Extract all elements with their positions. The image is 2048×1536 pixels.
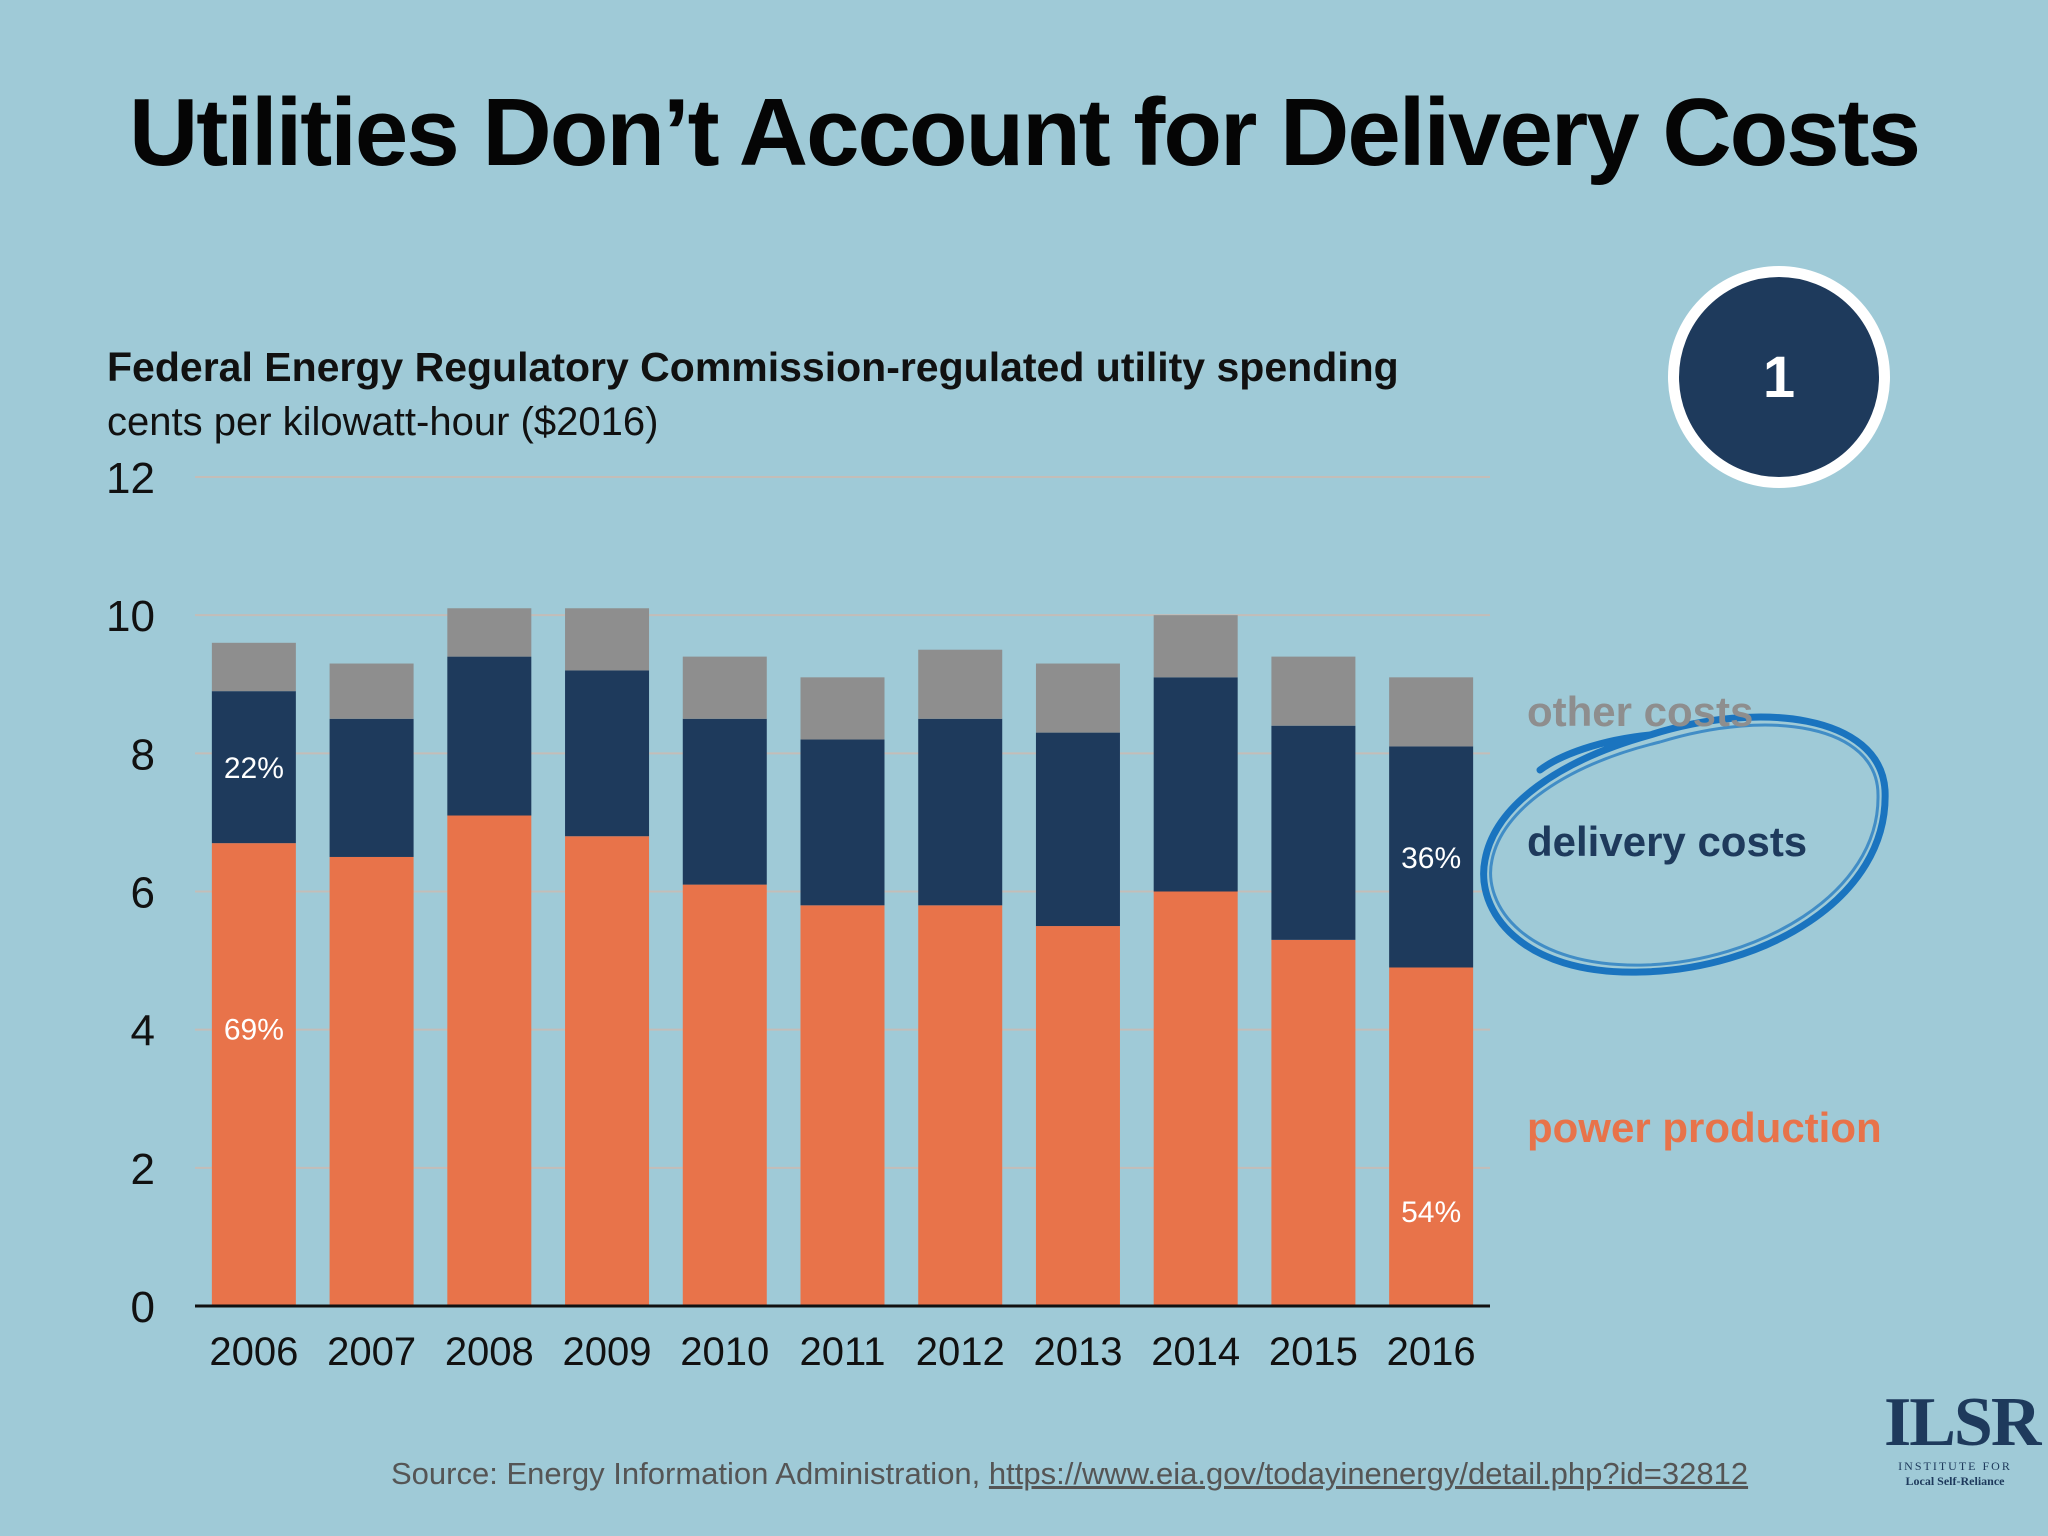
x-tick-label: 2009 bbox=[563, 1330, 652, 1374]
logo-line-2: Local Self-Reliance bbox=[1905, 1474, 2005, 1488]
other-segment bbox=[565, 608, 650, 671]
x-tick-label: 2011 bbox=[799, 1330, 885, 1374]
x-tick-label: 2016 bbox=[1387, 1330, 1476, 1374]
chart-subtitle: Federal Energy Regulatory Commission-reg… bbox=[107, 344, 1399, 390]
percent-label: 22% bbox=[224, 752, 284, 785]
page-title: Utilities Don’t Account for Delivery Cos… bbox=[128, 79, 1921, 186]
other-segment bbox=[1389, 677, 1474, 747]
delivery-segment bbox=[1035, 732, 1120, 927]
y-tick-label: 6 bbox=[131, 869, 155, 918]
power-segment bbox=[1271, 939, 1356, 1306]
power-segment bbox=[329, 856, 414, 1306]
delivery-segment bbox=[918, 718, 1003, 906]
other-segment bbox=[682, 656, 767, 719]
ilsr-logo: ILSR INSTITUTE FOR Local Self-Reliance bbox=[1884, 1384, 2041, 1489]
y-tick-label: 2 bbox=[131, 1145, 155, 1194]
x-tick-label: 2007 bbox=[327, 1330, 416, 1374]
delivery-segment bbox=[565, 670, 650, 837]
power-segment bbox=[1035, 926, 1120, 1306]
power-segment bbox=[447, 815, 532, 1306]
delivery-segment bbox=[447, 656, 532, 816]
y-tick-label: 8 bbox=[131, 730, 155, 779]
slide-number-badge: 1 bbox=[1668, 266, 1890, 488]
other-segment bbox=[1035, 663, 1120, 733]
logo-mark: ILSR bbox=[1884, 1384, 2041, 1461]
x-tick-label: 2014 bbox=[1151, 1330, 1240, 1374]
legend-delivery-costs: delivery costs bbox=[1527, 818, 1808, 865]
delivery-segment bbox=[1271, 725, 1356, 940]
highlight-circle bbox=[1480, 713, 1889, 976]
other-segment bbox=[447, 608, 532, 657]
y-tick-label: 0 bbox=[131, 1283, 155, 1332]
chart-units: cents per kilowatt-hour ($2016) bbox=[107, 400, 659, 444]
power-segment bbox=[211, 843, 296, 1306]
y-tick-label: 10 bbox=[106, 592, 155, 641]
other-segment bbox=[329, 663, 414, 719]
x-tick-label: 2013 bbox=[1033, 1330, 1122, 1374]
source-note: Source: Energy Information Administratio… bbox=[391, 1456, 1748, 1492]
legend-power-production: power production bbox=[1527, 1104, 1882, 1151]
other-segment bbox=[1271, 656, 1356, 726]
legend-other-costs: other costs bbox=[1527, 688, 1754, 735]
percent-label: 36% bbox=[1401, 842, 1461, 875]
x-tick-label: 2008 bbox=[445, 1330, 534, 1374]
power-segment bbox=[682, 884, 767, 1306]
delivery-segment bbox=[211, 691, 296, 844]
x-tick-label: 2006 bbox=[209, 1330, 298, 1374]
power-segment bbox=[918, 905, 1003, 1306]
delivery-segment bbox=[1389, 746, 1474, 968]
x-tick-label: 2012 bbox=[916, 1330, 1005, 1374]
logo-line-1: INSTITUTE FOR bbox=[1898, 1459, 2012, 1473]
x-tick-label: 2010 bbox=[680, 1330, 769, 1374]
delivery-segment bbox=[329, 718, 414, 857]
highlight-circle-stroke bbox=[1489, 723, 1880, 967]
other-segment bbox=[211, 642, 296, 692]
other-segment bbox=[800, 677, 885, 740]
delivery-segment bbox=[1153, 677, 1238, 892]
percent-label: 54% bbox=[1401, 1196, 1461, 1229]
source-prefix: Source: Energy Information Administratio… bbox=[391, 1456, 989, 1491]
power-segment bbox=[1389, 967, 1474, 1306]
y-tick-label: 12 bbox=[106, 454, 155, 503]
x-tick-label: 2015 bbox=[1269, 1330, 1358, 1374]
delivery-segment bbox=[800, 739, 885, 906]
percent-label: 69% bbox=[224, 1013, 284, 1046]
power-segment bbox=[1153, 891, 1238, 1306]
other-segment bbox=[1153, 615, 1238, 678]
power-segment bbox=[800, 905, 885, 1306]
source-link[interactable]: https://www.eia.gov/todayinenergy/detail… bbox=[988, 1456, 1749, 1491]
other-segment bbox=[918, 649, 1003, 719]
y-tick-label: 4 bbox=[131, 1007, 155, 1056]
delivery-segment bbox=[682, 718, 767, 885]
power-segment bbox=[565, 836, 650, 1306]
